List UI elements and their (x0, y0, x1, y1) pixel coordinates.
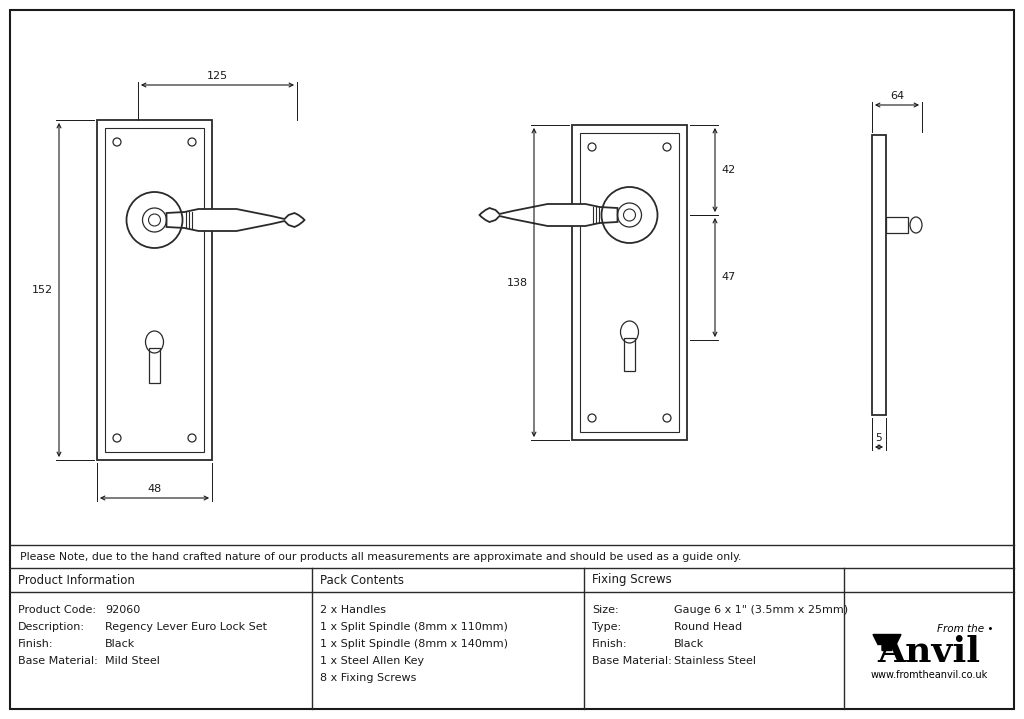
Text: Pack Contents: Pack Contents (319, 574, 404, 587)
Polygon shape (167, 209, 304, 231)
Text: Stainless Steel: Stainless Steel (674, 656, 756, 666)
Text: 1 x Split Spindle (8mm x 110mm): 1 x Split Spindle (8mm x 110mm) (319, 622, 508, 632)
Text: Fixing Screws: Fixing Screws (592, 574, 672, 587)
Text: Round Head: Round Head (674, 622, 742, 632)
Text: 1 x Steel Allen Key: 1 x Steel Allen Key (319, 656, 424, 666)
Text: Black: Black (105, 639, 135, 649)
Text: Finish:: Finish: (592, 639, 628, 649)
Text: 42: 42 (721, 165, 735, 175)
Bar (580, 133, 679, 432)
Text: From the •: From the • (937, 623, 993, 633)
Text: 8 x Fixing Screws: 8 x Fixing Screws (319, 673, 417, 683)
Text: Please Note, due to the hand crafted nature of our products all measurements are: Please Note, due to the hand crafted nat… (20, 551, 741, 562)
Text: 92060: 92060 (105, 605, 140, 615)
Text: www.fromtheanvil.co.uk: www.fromtheanvil.co.uk (870, 669, 987, 679)
Text: 2 x Handles: 2 x Handles (319, 605, 386, 615)
Bar (97, 120, 212, 460)
Text: 1 x Split Spindle (8mm x 140mm): 1 x Split Spindle (8mm x 140mm) (319, 639, 508, 649)
Bar (572, 125, 687, 440)
Text: Regency Lever Euro Lock Set: Regency Lever Euro Lock Set (105, 622, 267, 632)
Bar (150, 348, 160, 383)
Text: Finish:: Finish: (18, 639, 53, 649)
Polygon shape (873, 634, 901, 651)
Text: 47: 47 (721, 273, 735, 283)
Text: Mild Steel: Mild Steel (105, 656, 160, 666)
Text: Size:: Size: (592, 605, 618, 615)
Bar (624, 338, 635, 371)
Text: Gauge 6 x 1" (3.5mm x 25mm): Gauge 6 x 1" (3.5mm x 25mm) (674, 605, 848, 615)
Bar (886, 217, 908, 233)
Text: Anvil: Anvil (878, 636, 981, 669)
Text: 125: 125 (207, 71, 228, 81)
Bar (105, 128, 204, 452)
Text: Product Code:: Product Code: (18, 605, 96, 615)
Text: Type:: Type: (592, 622, 622, 632)
Text: Product Information: Product Information (18, 574, 135, 587)
Text: Description:: Description: (18, 622, 85, 632)
Text: 5: 5 (876, 433, 883, 443)
Text: 48: 48 (147, 484, 162, 494)
Polygon shape (479, 204, 617, 226)
Text: Base Material:: Base Material: (592, 656, 672, 666)
Text: 138: 138 (507, 278, 528, 288)
Text: Black: Black (674, 639, 705, 649)
Bar (872, 135, 886, 415)
Text: 152: 152 (32, 285, 53, 295)
Text: Base Material:: Base Material: (18, 656, 97, 666)
Text: 64: 64 (890, 91, 904, 101)
